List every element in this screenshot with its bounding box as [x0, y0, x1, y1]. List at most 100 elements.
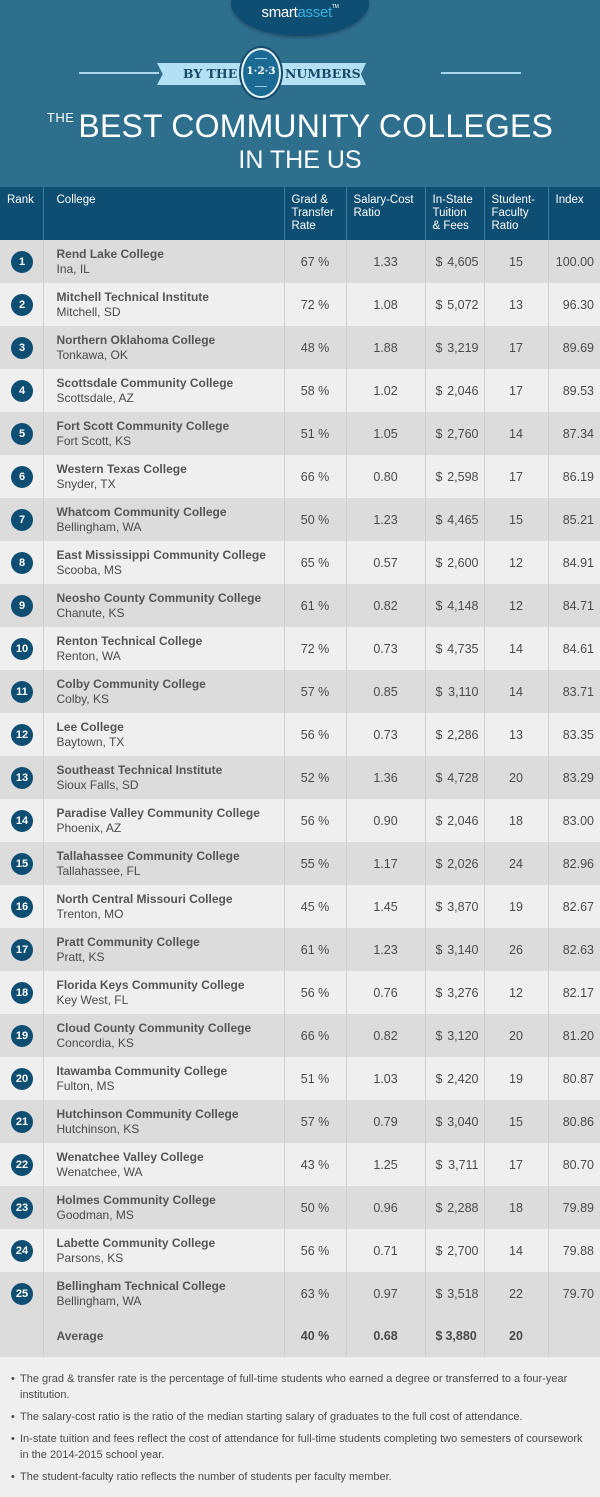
- grad-transfer-rate: 45 %: [283, 885, 346, 928]
- college-cell: Paradise Valley Community College Phoeni…: [42, 799, 284, 842]
- table-header-row: Rank College Grad & Transfer Rate Salary…: [0, 187, 600, 240]
- rank-cell: 10: [0, 627, 43, 670]
- grad-transfer-rate: 43 %: [283, 1143, 346, 1186]
- college-name: East Mississippi Community College: [56, 547, 266, 562]
- salary-cost-ratio: 1.03: [345, 1057, 425, 1100]
- table-row: 13 Southeast Technical Institute Sioux F…: [0, 756, 600, 799]
- college-name: Fort Scott Community College: [56, 418, 230, 433]
- grad-transfer-rate: 72 %: [283, 283, 346, 326]
- table-row: 6 Western Texas College Snyder, TX 66 % …: [0, 455, 600, 498]
- student-faculty-ratio: 13: [483, 713, 548, 756]
- grad-transfer-rate: 51 %: [283, 1057, 346, 1100]
- tuition-cell: $4,728: [424, 756, 484, 799]
- tuition-cell: $3,219: [424, 326, 484, 369]
- index-score: 84.71: [547, 584, 600, 627]
- tuition-value: 3,219: [447, 340, 479, 355]
- college-cell: Mitchell Technical Institute Mitchell, S…: [42, 283, 284, 326]
- currency-symbol: $: [435, 727, 443, 742]
- currency-symbol: $: [435, 1071, 443, 1086]
- college-cell: Lee College Baytown, TX: [42, 713, 284, 756]
- tuition-value: 4,148: [447, 598, 479, 613]
- college-location: Parsons, KS: [56, 1250, 124, 1265]
- index-score: 89.69: [547, 326, 600, 369]
- rank-cell: 12: [0, 713, 43, 756]
- average-label: Average: [42, 1315, 284, 1357]
- grad-transfer-rate: 56 %: [283, 799, 346, 842]
- currency-symbol: $: [435, 340, 443, 355]
- college-cell: Colby Community College Colby, KS: [42, 670, 284, 713]
- header-student-line1: Student-: [491, 194, 535, 206]
- header-index: Index: [547, 187, 600, 240]
- grad-transfer-rate: 72 %: [283, 627, 346, 670]
- tuition-cell: $4,605: [424, 240, 484, 283]
- grad-transfer-rate: 52 %: [283, 756, 346, 799]
- average-rank-cell: [0, 1315, 43, 1357]
- tuition-value: 2,700: [447, 1243, 479, 1258]
- ribbon-left-text: BY THE: [183, 66, 238, 81]
- currency-symbol: $: [435, 598, 443, 613]
- college-name: Florida Keys Community College: [56, 977, 245, 992]
- salary-cost-ratio: 1.02: [345, 369, 425, 412]
- tuition-cell: $2,288: [424, 1186, 484, 1229]
- rank-badge: 11: [11, 680, 33, 703]
- tuition-value: 4,605: [447, 254, 479, 269]
- table-row: 15 Tallahassee Community College Tallaha…: [0, 842, 600, 885]
- logo-trademark: TM: [331, 4, 339, 10]
- index-score: 83.71: [547, 670, 600, 713]
- medal-text: 1·2·3: [246, 65, 276, 77]
- average-currency-symbol: $: [435, 1329, 443, 1343]
- college-location: Scooba, MS: [56, 562, 122, 577]
- table-row: 22 Wenatchee Valley College Wenatchee, W…: [0, 1143, 600, 1186]
- rank-badge: 16: [11, 895, 33, 918]
- college-name: Tallahassee Community College: [56, 848, 240, 863]
- college-cell: Holmes Community College Goodman, MS: [42, 1186, 284, 1229]
- rank-badge: 18: [11, 981, 33, 1004]
- tuition-value: 3,040: [447, 1114, 479, 1129]
- header-grad-transfer-rate: Grad & Transfer Rate: [283, 187, 346, 240]
- index-score: 82.63: [547, 928, 600, 971]
- currency-symbol: $: [435, 770, 443, 785]
- bullet-icon: •: [11, 1471, 15, 1483]
- grad-transfer-rate: 61 %: [283, 584, 346, 627]
- currency-symbol: $: [435, 1028, 443, 1043]
- index-score: 84.91: [547, 541, 600, 584]
- currency-symbol: $: [435, 942, 443, 957]
- tuition-value: 3,120: [447, 1028, 479, 1043]
- rank-cell: 15: [0, 842, 43, 885]
- currency-symbol: $: [435, 297, 443, 312]
- salary-cost-ratio: 1.33: [345, 240, 425, 283]
- smartasset-logo[interactable]: smartassetTM: [231, 0, 369, 36]
- student-faculty-ratio: 14: [483, 412, 548, 455]
- bullet-icon: •: [11, 1373, 15, 1385]
- table-row: 7 Whatcom Community College Bellingham, …: [0, 498, 600, 541]
- index-score: 85.21: [547, 498, 600, 541]
- index-score: 79.88: [547, 1229, 600, 1272]
- table-row: 10 Renton Technical College Renton, WA 7…: [0, 627, 600, 670]
- college-location: Hutchinson, KS: [56, 1121, 140, 1136]
- college-location: Goodman, MS: [56, 1207, 134, 1222]
- college-cell: Pratt Community College Pratt, KS: [42, 928, 284, 971]
- average-grad-transfer-rate: 40 %: [283, 1315, 346, 1357]
- student-faculty-ratio: 12: [483, 971, 548, 1014]
- college-location: Baytown, TX: [56, 734, 125, 749]
- index-score: 83.29: [547, 756, 600, 799]
- grad-transfer-rate: 51 %: [283, 412, 346, 455]
- college-cell: Neosho County Community College Chanute,…: [42, 584, 284, 627]
- college-cell: Rend Lake College Ina, IL: [42, 240, 284, 283]
- rank-badge: 8: [11, 551, 33, 574]
- medal-bar-top: [255, 58, 267, 59]
- tuition-value: 3,140: [447, 942, 479, 957]
- college-name: Bellingham Technical College: [56, 1278, 226, 1293]
- ribbon-right: NUMBERS: [281, 63, 366, 85]
- college-name: Wenatchee Valley College: [56, 1149, 204, 1164]
- college-location: Sioux Falls, SD: [56, 777, 139, 792]
- rank-cell: 11: [0, 670, 43, 713]
- rank-badge: 14: [11, 809, 33, 832]
- index-score: 100.00: [547, 240, 600, 283]
- grad-transfer-rate: 50 %: [283, 1186, 346, 1229]
- table-row: 20 Itawamba Community College Fulton, MS…: [0, 1057, 600, 1100]
- tuition-value: 2,598: [447, 469, 479, 484]
- college-name: Whatcom Community College: [56, 504, 227, 519]
- salary-cost-ratio: 1.25: [345, 1143, 425, 1186]
- college-cell: Western Texas College Snyder, TX: [42, 455, 284, 498]
